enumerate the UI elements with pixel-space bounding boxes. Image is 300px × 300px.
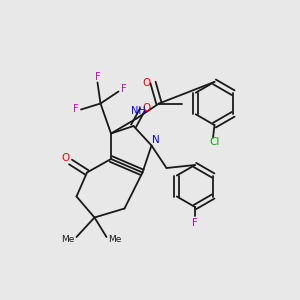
Text: F: F xyxy=(95,72,100,82)
Text: O: O xyxy=(142,103,150,113)
Text: Me: Me xyxy=(61,236,75,244)
Text: Me: Me xyxy=(108,236,122,244)
Text: O: O xyxy=(62,153,70,164)
Text: O: O xyxy=(142,77,151,88)
Text: F: F xyxy=(192,218,198,228)
Text: F: F xyxy=(121,83,127,94)
Text: N: N xyxy=(152,135,160,145)
Text: NH: NH xyxy=(130,106,146,116)
Text: F: F xyxy=(73,104,78,115)
Text: Cl: Cl xyxy=(209,136,220,147)
